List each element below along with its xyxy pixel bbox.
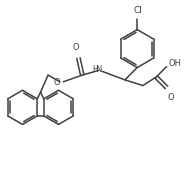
- Text: O: O: [73, 43, 79, 52]
- Text: O: O: [53, 78, 60, 87]
- Text: H: H: [92, 65, 98, 74]
- Text: OH: OH: [168, 59, 181, 68]
- Text: N: N: [95, 65, 102, 74]
- Text: O: O: [168, 93, 174, 102]
- Text: Cl: Cl: [134, 6, 143, 15]
